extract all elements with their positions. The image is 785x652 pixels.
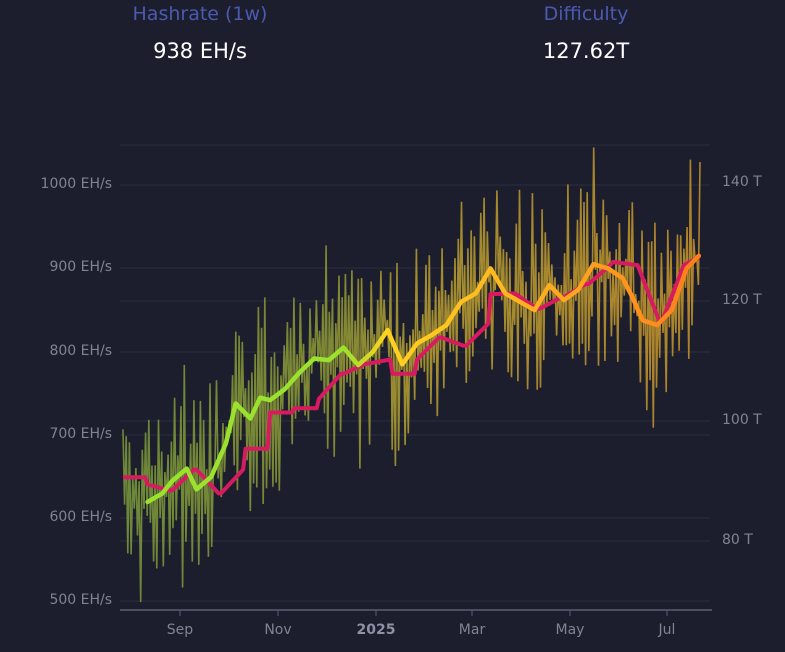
difficulty-value: 127.62T	[542, 39, 630, 63]
hashrate-ma-line	[145, 253, 702, 505]
x-tick-nov: Nov	[264, 622, 292, 638]
y-right-tick-80: 80 T	[722, 532, 753, 548]
hashrate-value: 938 EH/s	[153, 39, 247, 63]
hashrate-stat: Hashrate (1w) 938 EH/s	[110, 3, 290, 63]
y-right-tick-120: 120 T	[722, 292, 762, 308]
difficulty-label: Difficulty	[543, 3, 629, 25]
difficulty-stat: Difficulty 127.62T	[500, 3, 672, 63]
y-left-tick-500: 500 EH/s	[49, 592, 112, 608]
x-tick-jul: Jul	[658, 622, 676, 638]
y-right-tick-100: 100 T	[722, 412, 762, 428]
y-left-tick-800: 800 EH/s	[49, 343, 112, 359]
y-left-tick-700: 700 EH/s	[49, 426, 112, 442]
x-tick-sep: Sep	[166, 622, 194, 638]
x-tick-may: May	[555, 622, 585, 638]
x-tick-mar: Mar	[458, 622, 486, 638]
y-left-tick-600: 600 EH/s	[49, 509, 112, 525]
y-left-tick-900: 900 EH/s	[49, 259, 112, 275]
x-axis	[120, 609, 712, 616]
x-tick-2025: 2025	[356, 622, 396, 638]
hashrate-label: Hashrate (1w)	[132, 3, 268, 25]
y-left-tick-1000: 1000 EH/s	[40, 176, 112, 192]
difficulty-step-line	[123, 255, 700, 496]
y-right-tick-140: 140 T	[722, 174, 762, 190]
